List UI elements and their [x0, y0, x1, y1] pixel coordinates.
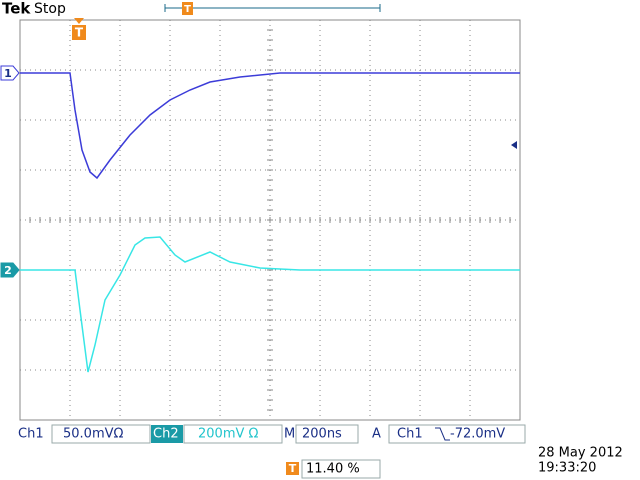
- trigger-source: Ch1: [397, 427, 423, 442]
- ch2-scale: 200mV Ω: [198, 427, 259, 442]
- waveform: [20, 72, 520, 180]
- timebase-box: [295, 424, 359, 444]
- timebase: 200ns: [302, 427, 342, 442]
- trigger-position-icon: T: [289, 462, 297, 475]
- channel-marker-label: 1: [4, 67, 12, 80]
- ch2-scale-box: [183, 424, 283, 444]
- trigger-position-value: 11.40 %: [306, 462, 360, 477]
- channel-marker-label: 2: [4, 264, 12, 277]
- trigger-level-marker: [511, 141, 517, 149]
- record-bar: [164, 4, 381, 12]
- date: 28 May 2012: [538, 446, 623, 461]
- channel-marker: [0, 65, 20, 81]
- record-trigger-icon: T: [184, 4, 191, 15]
- graticule-border: [19, 19, 521, 421]
- trigger-marker-icon: T: [75, 26, 84, 40]
- ch2-label-box: [151, 425, 183, 443]
- trigger-arrow: [74, 18, 84, 24]
- waveform: [20, 236, 520, 373]
- falling-edge-icon: [435, 427, 450, 441]
- record-trigger: [182, 2, 193, 15]
- trigger-mode: A: [372, 427, 381, 442]
- ch2-label: Ch2: [153, 427, 179, 442]
- trigger-marker: [72, 25, 86, 40]
- ch1-scale: 50.0mVΩ: [63, 427, 124, 442]
- ch1-scale-box: [51, 424, 151, 444]
- trigger-level: -72.0mV: [450, 427, 505, 442]
- channel-marker: [0, 262, 20, 278]
- main-label: M: [284, 427, 295, 442]
- trigger-position-value-box: [301, 459, 381, 479]
- graticule: [19, 19, 521, 421]
- run-status: Stop: [34, 1, 66, 17]
- brand: Tek: [2, 0, 31, 18]
- ch1-label: Ch1: [18, 427, 44, 442]
- time: 19:33:20: [538, 461, 596, 476]
- traces: [20, 72, 520, 373]
- trigger-box: [388, 424, 526, 444]
- trigger-position-box: [286, 462, 299, 475]
